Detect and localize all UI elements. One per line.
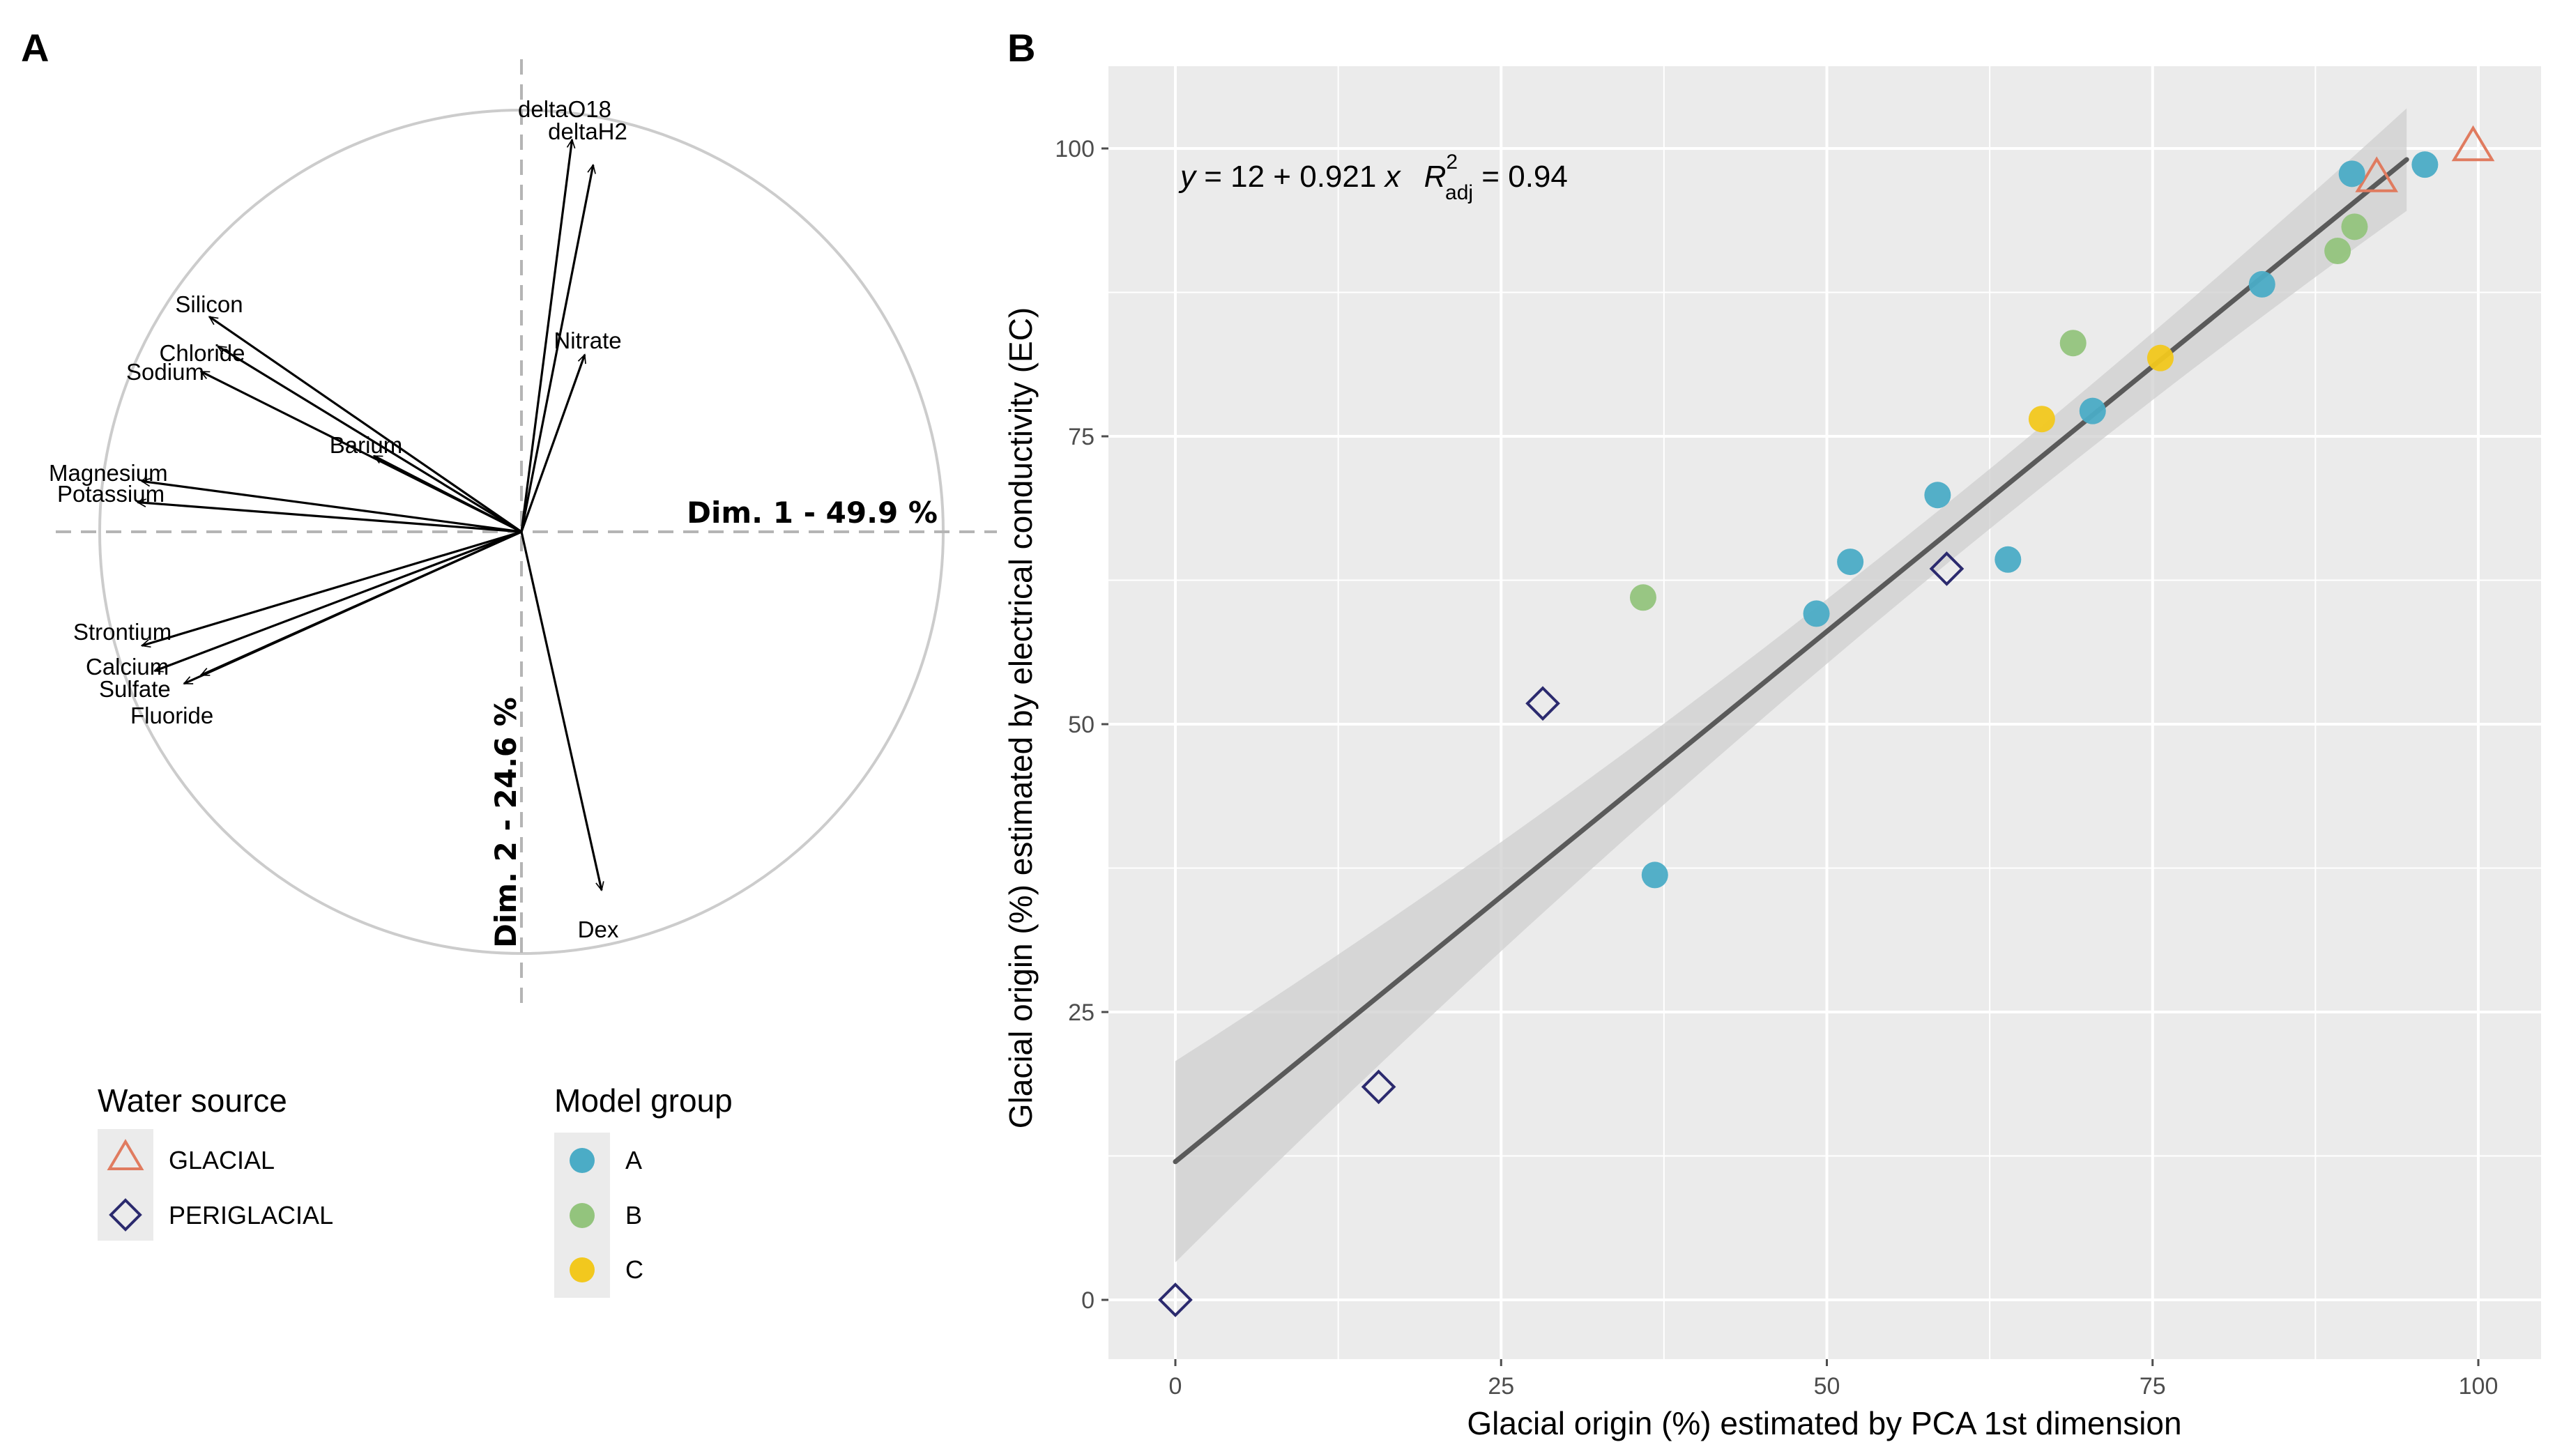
variable-label-deltah2: deltaH2: [548, 118, 627, 144]
legend: Water source GLACIAL PERIGLACIAL Model g…: [98, 1082, 733, 1298]
legend-group-a-dot: [570, 1148, 595, 1173]
point-group-a: [1837, 549, 1864, 576]
variable-label-silicon: Silicon: [175, 291, 243, 317]
x-tick-label-50: 50: [1814, 1373, 1840, 1400]
loading-arrow-strontium: [142, 530, 522, 645]
point-periglacial: [1929, 551, 1965, 586]
variable-label-calcium: Calcium: [86, 654, 169, 680]
variable-label-dex: Dex: [578, 917, 619, 942]
legend-group-a-label: A: [625, 1146, 642, 1174]
legend-group-b-dot: [570, 1203, 595, 1228]
legend-periglacial-label: PERIGLACIAL: [169, 1201, 333, 1229]
data-points: [1158, 125, 2495, 1317]
loading-arrow-deltao18: [520, 139, 572, 532]
y-tick-label-0: 0: [1081, 1287, 1095, 1314]
loading-arrow-calcium: [155, 530, 522, 671]
point-glacial: [2355, 156, 2399, 192]
point-group-c: [2146, 344, 2174, 371]
dim1-label: Dim. 1 - 49.9 %: [687, 496, 938, 530]
variable-label-magnesium: Magnesium: [49, 460, 168, 486]
variable-label-nitrate: Nitrate: [554, 328, 621, 353]
x-axis-title: Glacial origin (%) estimated by PCA 1st …: [1467, 1405, 2181, 1441]
legend-model-group-title: Model group: [554, 1082, 733, 1119]
legend-periglacial-diamond-icon: [109, 1198, 142, 1232]
point-group-b: [2324, 238, 2351, 265]
loading-arrow-nitrate: [520, 355, 585, 532]
variable-label-deltao18: deltaO18: [518, 96, 611, 122]
loading-arrow-dex: [520, 531, 602, 890]
point-periglacial: [1361, 1069, 1396, 1105]
variable-label-sulfate: Sulfate: [99, 676, 171, 702]
variable-label-strontium: Strontium: [73, 619, 171, 645]
point-periglacial: [1525, 686, 1560, 721]
confidence-ribbon: [1175, 108, 2407, 1263]
variable-label-fluoride: Fluoride: [130, 703, 213, 728]
loading-arrow-chloride: [218, 345, 522, 533]
point-group-b: [1629, 584, 1656, 611]
x-tick-label-25: 25: [1488, 1373, 1514, 1400]
point-group-a: [2079, 397, 2106, 424]
grid: [1108, 66, 2541, 1359]
regression-line: [1173, 157, 2409, 1165]
x-tick-label-75: 75: [2140, 1373, 2166, 1400]
loading-arrow-deltah2: [520, 165, 593, 532]
legend-water-key-bg: [98, 1129, 153, 1241]
y-tick-label-100: 100: [1055, 136, 1095, 162]
variable-label-barium: Barium: [330, 432, 403, 458]
legend-glacial-label: GLACIAL: [169, 1146, 275, 1174]
x-tick-label-0: 0: [1169, 1373, 1182, 1400]
point-group-a: [1924, 482, 1951, 509]
point-group-a: [2248, 270, 2275, 298]
y-tick-label-50: 50: [1068, 712, 1095, 738]
scatter-plot: 0 25 50 75 100 0 25 50 75 100 y = 12 + 0.921 x R2 a…: [1002, 66, 2541, 1441]
loading-arrow-silicon: [209, 316, 522, 533]
loading-arrow-magnesium: [142, 481, 522, 533]
panel-b-letter: B: [1007, 26, 1035, 70]
y-tick-label-75: 75: [1068, 424, 1095, 450]
regression-equation: y = 12 + 0.921 x R2 adj = 0.94: [1178, 151, 1568, 204]
point-group-b: [2341, 213, 2368, 240]
legend-water-source-title: Water source: [98, 1082, 287, 1119]
point-periglacial: [1158, 1282, 1193, 1317]
point-group-a: [2411, 151, 2439, 178]
legend-glacial-triangle-icon: [107, 1139, 144, 1170]
variable-label-potassium: Potassium: [57, 481, 165, 507]
dim2-label: Dim. 2 - 24.6 %: [489, 697, 523, 948]
panel-a-letter: A: [21, 26, 49, 70]
y-tick-label-25: 25: [1068, 999, 1095, 1026]
point-group-b: [2059, 330, 2087, 357]
loading-arrow-potassium: [137, 503, 522, 533]
legend-group-c-dot: [570, 1257, 595, 1282]
loading-arrow-fluoride: [201, 530, 522, 677]
variable-label-sodium: Sodium: [126, 359, 204, 385]
axis-ticks: 0 25 50 75 100 0 25 50 75 100: [1055, 136, 2498, 1400]
variable-label-chloride: Chloride: [160, 340, 245, 366]
loading-arrow-barium: [374, 454, 522, 533]
y-axis-title: Glacial origin (%) estimated by electric…: [1002, 307, 1039, 1129]
point-glacial: [2451, 125, 2495, 162]
point-group-a: [1641, 861, 1668, 889]
point-group-a: [1995, 546, 2022, 573]
legend-group-c-label: C: [625, 1255, 643, 1284]
point-group-a: [2338, 160, 2365, 187]
point-group-a: [1803, 600, 1830, 627]
x-tick-label-100: 100: [2459, 1373, 2499, 1400]
point-group-c: [2028, 406, 2055, 433]
legend-group-b-label: B: [625, 1201, 642, 1229]
